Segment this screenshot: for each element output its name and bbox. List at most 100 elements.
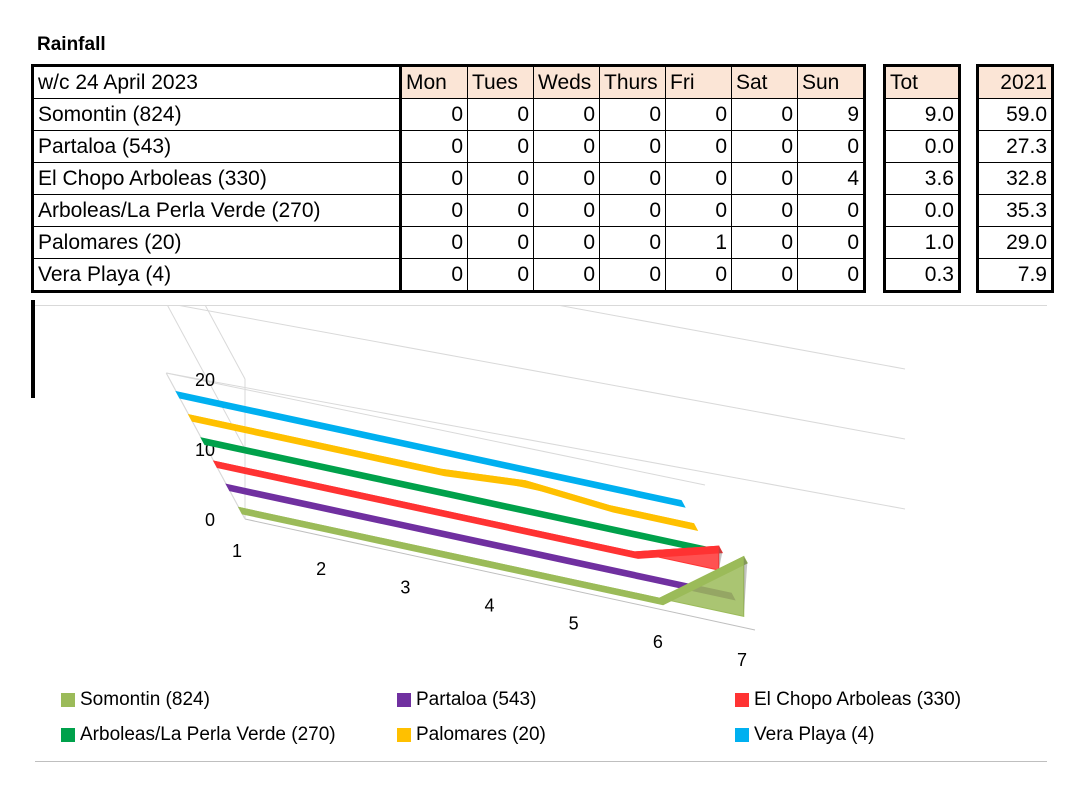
table-cell: 0 — [731, 194, 798, 227]
table-cell: 0 — [731, 258, 798, 292]
table-cell: 0 — [599, 258, 666, 292]
table-cell: 0 — [400, 258, 468, 292]
year-cell: 29.0 — [977, 226, 1053, 259]
table-cell: 0 — [797, 226, 865, 259]
day-header: Sat — [731, 65, 798, 99]
station-name: Arboleas/La Perla Verde (270) — [32, 194, 402, 227]
tot-cell: 0.0 — [884, 130, 960, 163]
legend-swatch — [735, 693, 749, 707]
table-cell: 0 — [467, 98, 534, 131]
floor-edge-back — [166, 372, 706, 486]
x-tick-label: 6 — [653, 632, 663, 652]
tot-cell: 3.6 — [884, 162, 960, 195]
table-cell: 0 — [731, 162, 798, 195]
x-tick-label: 5 — [569, 614, 579, 634]
station-name: El Chopo Arboleas (330) — [32, 162, 402, 195]
series-area — [213, 460, 720, 571]
table-cell: 0 — [400, 194, 468, 227]
series-area — [238, 506, 745, 618]
table-cell: 0 — [533, 194, 600, 227]
year-cell: 7.9 — [977, 258, 1053, 292]
legend-swatch — [61, 693, 75, 707]
legend-swatch — [397, 693, 411, 707]
table-cell: 0 — [533, 98, 600, 131]
table-cell: 9 — [797, 98, 865, 131]
tot-cell: 0.3 — [884, 258, 960, 292]
series-side — [743, 556, 748, 617]
legend-swatch — [735, 728, 749, 742]
table-cell: 0 — [665, 258, 732, 292]
table-cell: 0 — [533, 226, 600, 259]
day-header: Fri — [665, 65, 732, 99]
tot-header: Tot — [884, 65, 960, 99]
legend-item: Partaloa (543) — [397, 689, 536, 711]
x-tick-label: 2 — [316, 559, 326, 579]
day-header: Mon — [400, 65, 468, 99]
x-tick-label: 3 — [400, 577, 410, 597]
legend-label: Somontin (824) — [80, 689, 210, 710]
table-cell: 0 — [797, 194, 865, 227]
year-header: 2021 — [977, 65, 1053, 99]
table-row: Partaloa (543) 0 0 0 0 0 0 0 — [32, 130, 865, 163]
table-cell: 0 — [467, 130, 534, 163]
station-name: Palomares (20) — [32, 226, 402, 259]
legend-item: Palomares (20) — [397, 724, 546, 746]
table-cell: 4 — [797, 162, 865, 195]
legend-item: Arboleas/La Perla Verde (270) — [61, 724, 336, 746]
year-cell: 59.0 — [977, 98, 1053, 131]
table-cell: 0 — [599, 162, 666, 195]
gridline-back — [166, 372, 906, 510]
table-cell: 0 — [731, 226, 798, 259]
x-tick-label: 4 — [484, 596, 494, 616]
station-name: Somontin (824) — [32, 98, 402, 131]
legend-label: Partaloa (543) — [416, 689, 537, 710]
legend-item: El Chopo Arboleas (330) — [735, 689, 961, 711]
x-tick-label: 1 — [232, 541, 242, 561]
table-cell: 0 — [467, 226, 534, 259]
table-cell: 0 — [400, 98, 468, 131]
legend-label: Arboleas/La Perla Verde (270) — [80, 724, 336, 745]
series-ribbon — [175, 390, 686, 508]
table-header-row: w/c 24 April 2023 Mon Tues Weds Thurs Fr… — [32, 65, 865, 99]
year-cell: 32.8 — [977, 162, 1053, 195]
table-cell: 0 — [731, 98, 798, 131]
table-cell: 0 — [467, 258, 534, 292]
day-header: Weds — [533, 65, 600, 99]
day-header: Tues — [467, 65, 534, 99]
legend-item: Vera Playa (4) — [735, 724, 874, 746]
series-side — [718, 546, 723, 571]
year-cell: 27.3 — [977, 130, 1053, 163]
table-cell: 0 — [665, 130, 732, 163]
table-cell: 1 — [665, 226, 732, 259]
x-axis-line — [244, 518, 756, 631]
table-row: El Chopo Arboleas (330) 0 0 0 0 0 0 4 — [32, 162, 865, 195]
table-cell: 0 — [599, 98, 666, 131]
table-cell: 0 — [400, 162, 468, 195]
table-cell: 0 — [400, 226, 468, 259]
table-cell: 0 — [731, 130, 798, 163]
table-cell: 0 — [665, 98, 732, 131]
y-tick-label: 0 — [205, 510, 215, 530]
tot-cell: 1.0 — [884, 226, 960, 259]
table-border-extension — [31, 300, 35, 398]
table-cell: 0 — [665, 162, 732, 195]
tot-cell: 9.0 — [884, 98, 960, 131]
table-row: Palomares (20) 0 0 0 0 1 0 0 — [32, 226, 865, 259]
year-2021-table: 2021 59.0 27.3 32.8 35.3 29.0 7.9 — [976, 64, 1054, 293]
table-row: Somontin (824) 0 0 0 0 0 0 9 — [32, 98, 865, 131]
table-row: Arboleas/La Perla Verde (270) 0 0 0 0 0 … — [32, 194, 865, 227]
day-header: Sun — [797, 65, 865, 99]
tot-cell: 0.0 — [884, 194, 960, 227]
legend-label: El Chopo Arboleas (330) — [754, 689, 962, 710]
table-cell: 0 — [533, 162, 600, 195]
day-header: Thurs — [599, 65, 666, 99]
legend-swatch — [61, 728, 75, 742]
station-name: Partaloa (543) — [32, 130, 402, 163]
table-cell: 0 — [533, 258, 600, 292]
year-cell: 35.3 — [977, 194, 1053, 227]
table-cell: 0 — [797, 258, 865, 292]
table-cell: 0 — [599, 130, 666, 163]
table-cell: 0 — [665, 194, 732, 227]
table-cell: 0 — [400, 130, 468, 163]
